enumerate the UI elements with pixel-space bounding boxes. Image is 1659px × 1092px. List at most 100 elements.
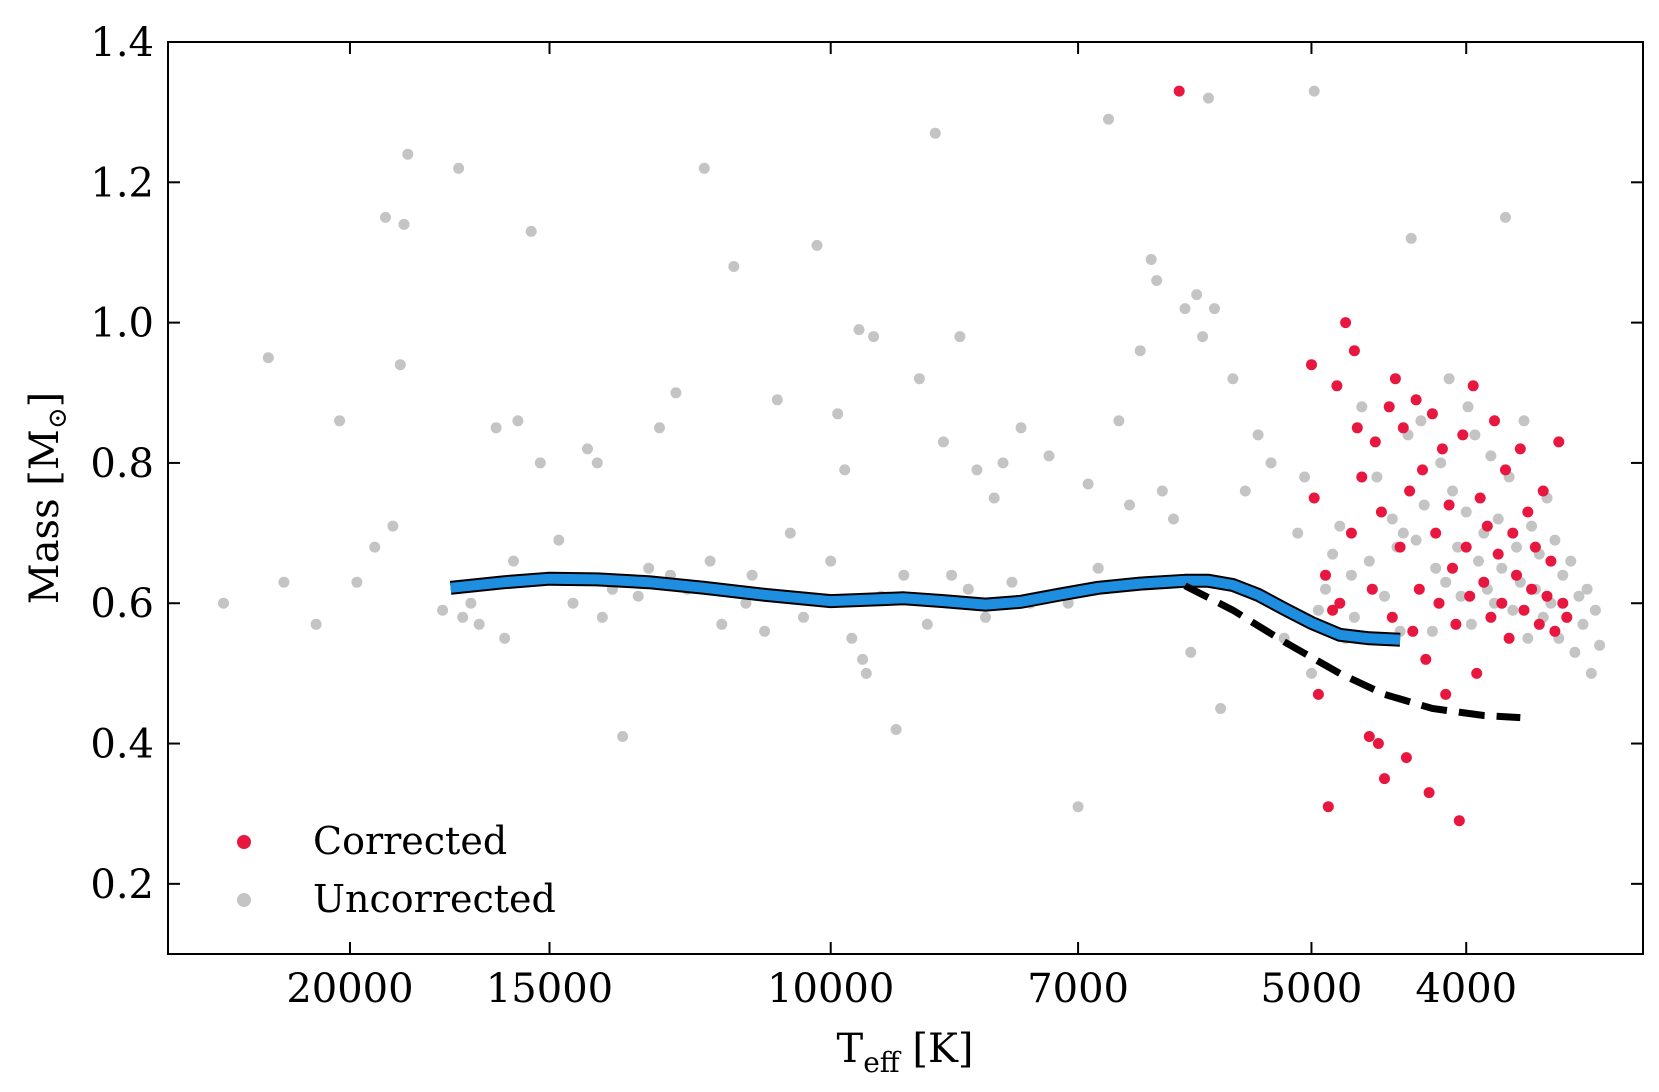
point-corrected	[1541, 590, 1553, 602]
point-uncorrected	[1485, 450, 1497, 462]
point-corrected	[1478, 576, 1490, 588]
y-axis-label: Mass [M⊙]	[22, 392, 73, 605]
point-uncorrected	[1327, 548, 1339, 560]
point-uncorrected	[1334, 520, 1346, 532]
point-uncorrected	[1415, 415, 1427, 427]
point-uncorrected	[716, 618, 728, 630]
point-uncorrected	[1312, 604, 1324, 616]
legend-label-uncorrected: Uncorrected	[313, 877, 556, 921]
point-corrected	[1440, 688, 1452, 700]
point-corrected	[1173, 85, 1185, 97]
point-corrected	[1500, 464, 1511, 476]
trend-lines	[449, 571, 1521, 722]
point-corrected	[1526, 583, 1538, 595]
point-uncorrected	[1492, 513, 1504, 525]
point-uncorrected	[1191, 289, 1203, 301]
point-corrected	[1450, 618, 1462, 630]
point-corrected	[1417, 464, 1428, 476]
point-corrected	[1426, 408, 1438, 420]
point-uncorrected	[1518, 415, 1530, 427]
x-axis-label: Teff [K]	[837, 1026, 974, 1079]
point-uncorrected	[457, 611, 469, 623]
point-uncorrected	[512, 415, 524, 427]
point-uncorrected	[1500, 211, 1511, 223]
point-uncorrected	[380, 211, 391, 223]
point-corrected	[1443, 499, 1455, 511]
point-uncorrected	[1356, 401, 1368, 413]
x-tick-label: 10000	[767, 966, 894, 1012]
point-uncorrected	[946, 569, 958, 581]
point-uncorrected	[525, 225, 537, 237]
point-uncorrected	[1197, 331, 1209, 343]
point-uncorrected	[1371, 471, 1383, 483]
y-tick-label: 1.0	[90, 301, 154, 347]
point-uncorrected	[921, 618, 933, 630]
point-uncorrected	[890, 724, 902, 735]
point-uncorrected	[1443, 373, 1455, 385]
point-uncorrected	[453, 162, 465, 174]
point-uncorrected	[1103, 113, 1114, 125]
point-uncorrected	[771, 394, 783, 406]
point-uncorrected	[740, 597, 752, 609]
point-uncorrected	[278, 576, 290, 588]
point-uncorrected	[1455, 590, 1467, 602]
point-uncorrected	[1363, 555, 1375, 567]
point-uncorrected	[1227, 373, 1239, 385]
point-uncorrected	[1585, 667, 1597, 679]
point-uncorrected	[465, 597, 477, 609]
point-uncorrected	[499, 632, 511, 644]
x-tick-label: 7000	[1027, 966, 1129, 1012]
point-corrected	[1306, 359, 1317, 371]
x-tick-label: 15000	[486, 966, 613, 1012]
point-uncorrected	[1168, 513, 1179, 525]
point-uncorrected	[759, 625, 771, 637]
point-corrected	[1492, 548, 1504, 560]
point-uncorrected	[1565, 555, 1577, 567]
point-uncorrected	[913, 373, 925, 385]
point-corrected	[1334, 597, 1346, 609]
point-uncorrected	[1185, 646, 1197, 658]
point-uncorrected	[1179, 303, 1191, 315]
point-uncorrected	[988, 492, 1000, 504]
y-axis-label-main: Mass [M	[22, 429, 68, 604]
point-corrected	[1522, 506, 1534, 518]
point-corrected	[1557, 597, 1569, 609]
point-uncorrected	[860, 667, 872, 679]
point-uncorrected	[670, 387, 682, 399]
point-corrected	[1345, 527, 1357, 539]
point-uncorrected	[334, 415, 346, 427]
point-uncorrected	[1113, 415, 1125, 427]
point-uncorrected	[402, 148, 414, 160]
point-uncorrected	[980, 611, 991, 623]
y-tick-label: 0.2	[90, 862, 154, 908]
point-corrected	[1457, 429, 1469, 441]
x-tick-label: 20000	[286, 966, 413, 1012]
point-corrected	[1464, 590, 1476, 602]
point-uncorrected	[369, 541, 381, 553]
point-corrected	[1503, 632, 1515, 644]
point-uncorrected	[351, 576, 363, 588]
point-uncorrected	[1594, 639, 1606, 651]
point-uncorrected	[1239, 485, 1251, 497]
point-uncorrected	[997, 457, 1009, 469]
point-uncorrected	[857, 653, 869, 665]
point-uncorrected	[387, 520, 399, 532]
point-uncorrected	[1386, 513, 1398, 525]
point-uncorrected	[1526, 520, 1538, 532]
axis-ticks: 0.2 0.4 0.6 0.8 1.0 1.2 1.4 20000 15000 10000 7000…	[90, 20, 1643, 1012]
point-corrected	[1474, 492, 1486, 504]
point-uncorrected	[798, 611, 809, 623]
point-uncorrected	[1573, 590, 1585, 602]
point-corrected	[1375, 506, 1387, 518]
point-uncorrected	[473, 618, 485, 630]
point-corrected	[1413, 583, 1425, 595]
point-uncorrected	[898, 569, 910, 581]
point-uncorrected	[1006, 576, 1018, 588]
point-uncorrected	[643, 562, 655, 574]
y-tick-label: 0.6	[90, 581, 154, 627]
point-corrected	[1327, 604, 1339, 616]
y-tick-label: 1.4	[90, 20, 154, 66]
point-uncorrected	[811, 239, 823, 251]
point-corrected	[1481, 520, 1493, 532]
point-uncorrected	[1306, 667, 1317, 679]
